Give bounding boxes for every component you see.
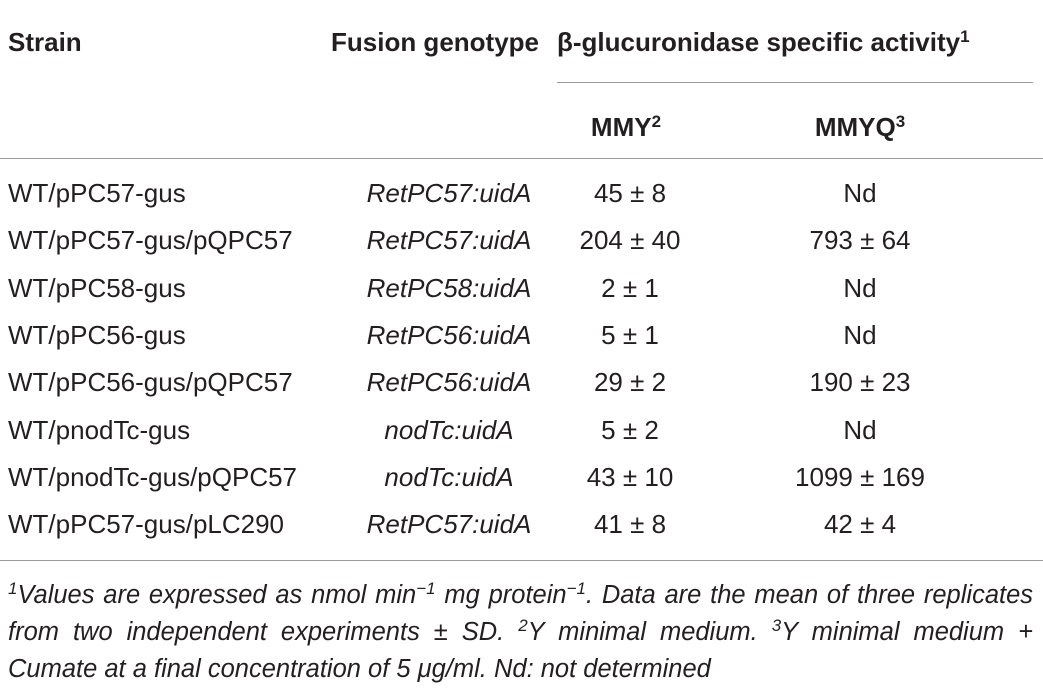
cell-strain: WT/pnodTc-gus/pQPC57 — [8, 461, 298, 492]
rule — [0, 158, 1043, 159]
cell-mmy: 5 ± 2 — [601, 414, 659, 445]
cell-mmy: 204 ± 40 — [579, 225, 681, 256]
cell-mmyq: Nd — [843, 178, 877, 208]
header-activity-text: β-glucuronidase specific activity — [557, 27, 961, 57]
header-activity-sup: 1 — [960, 27, 970, 46]
footnote-sup: 3 — [771, 616, 782, 635]
cell-strain: WT/pPC58-gus — [8, 272, 186, 303]
footnote-text: mg protein — [435, 581, 567, 609]
cell-genotype: nodTc:uidA — [384, 461, 514, 492]
cell-genotype: RetPC58:uidA — [366, 272, 532, 303]
cell-mmy: 45 ± 8 — [593, 178, 667, 208]
cell-strain: WT/pPC56-gus — [8, 319, 186, 350]
footnote-sup: −1 — [416, 579, 436, 598]
cell-genotype: RetPC57:uidA — [366, 509, 532, 540]
cell-genotype: RetPC56:uidA — [366, 319, 532, 350]
cell-mmyq: Nd — [843, 414, 877, 445]
cell-mmy: 41 ± 8 — [593, 509, 667, 540]
footnote-text: Values are expressed as nmol min — [17, 581, 417, 609]
footnote-sup: 1 — [8, 579, 18, 598]
footnote-text: Y minimal medium + Cumate at a final con… — [8, 618, 1033, 683]
header-mmy-text: MMY — [590, 112, 652, 142]
cell-mmyq: 190 ± 23 — [809, 367, 911, 398]
footnote-text: . Data are the mean of three replicates … — [8, 581, 1034, 646]
footnote-sup: 2 — [518, 616, 528, 635]
rule — [557, 82, 1033, 83]
cell-mmy: 5 ± 1 — [601, 319, 659, 350]
header-activity: β-glucuronidase specific activity1 — [557, 27, 970, 57]
cell-mmy: 29 ± 2 — [593, 367, 667, 398]
cell-strain: WT/pPC56-gus/pQPC57 — [8, 367, 293, 398]
header-mmyq: MMYQ3 — [815, 112, 905, 142]
footnote: 1Values are expressed as nmol min−1 mg p… — [8, 577, 1033, 688]
cell-genotype: RetPC57:uidA — [366, 225, 532, 256]
header-mmy: MMY2 — [591, 112, 661, 142]
cell-mmyq: 42 ± 4 — [823, 509, 897, 540]
header-genotype: Fusion genotype — [331, 27, 539, 57]
cell-mmyq: 1099 ± 169 — [795, 461, 925, 492]
cell-genotype: RetPC57:uidA — [366, 178, 532, 208]
cell-genotype: RetPC56:uidA — [366, 367, 532, 398]
cell-strain: WT/pPC57-gus/pLC290 — [8, 509, 285, 540]
cell-mmyq: Nd — [843, 319, 877, 350]
cell-genotype: nodTc:uidA — [384, 414, 514, 445]
header-strain: Strain — [8, 27, 82, 57]
cell-mmy: 43 ± 10 — [586, 461, 674, 492]
cell-strain: WT/pPC57-gus — [8, 178, 186, 208]
footnote-text: Y minimal medium. — [527, 618, 772, 646]
header-mmyq-text: MMYQ — [814, 112, 896, 142]
cell-mmy: 2 ± 1 — [601, 272, 659, 303]
header-mmyq-sup: 3 — [895, 112, 906, 131]
footnote-sup: −1 — [566, 579, 586, 598]
cell-mmyq: 793 ± 64 — [809, 225, 911, 256]
cell-mmyq: Nd — [843, 272, 877, 303]
cell-strain: WT/pnodTc-gus — [8, 414, 191, 445]
header-mmy-sup: 2 — [651, 112, 662, 131]
rule — [0, 560, 1043, 561]
cell-strain: WT/pPC57-gus/pQPC57 — [8, 225, 293, 256]
